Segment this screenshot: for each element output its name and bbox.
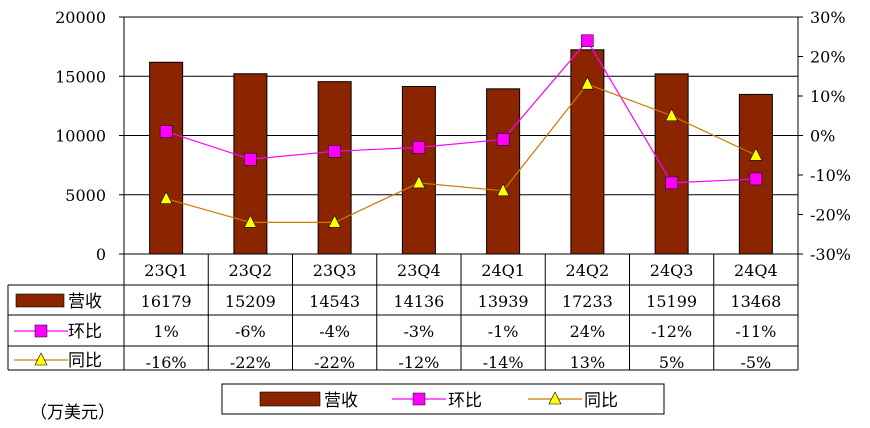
- data-label: -14%: [483, 353, 524, 372]
- data-label: 13%: [570, 353, 606, 372]
- point-同比-23Q2: [243, 214, 257, 228]
- y-right-tick-label: 30%: [810, 8, 846, 27]
- y-right-tick-label: 20%: [810, 48, 846, 67]
- data-label: 15209: [225, 292, 276, 311]
- point-同比-24Q4: [749, 147, 763, 161]
- point-环比-23Q1: [159, 125, 173, 138]
- data-label: 13939: [478, 292, 529, 311]
- data-label: -22%: [314, 353, 355, 372]
- y-right-tick-label: -10%: [810, 166, 851, 185]
- x-tick-label: 23Q3: [313, 261, 357, 280]
- y-left-tick-label: 10000: [55, 127, 106, 146]
- y-left-tick-label: 5000: [65, 186, 106, 205]
- x-tick-label: 24Q2: [566, 261, 610, 280]
- x-tick-label: 24Q1: [481, 261, 525, 280]
- bar-23Q1: [149, 61, 184, 255]
- data-label: -16%: [146, 353, 187, 372]
- legend-key-marker: [34, 324, 48, 338]
- x-tick-label: 23Q4: [397, 261, 441, 280]
- data-label: -4%: [319, 322, 350, 341]
- data-label: -22%: [230, 353, 271, 372]
- legend-key-marker: [34, 352, 48, 366]
- data-label: 13468: [730, 292, 781, 311]
- legend-key-bar: [15, 293, 65, 308]
- data-label: 14543: [309, 292, 360, 311]
- line-环比: [165, 39, 756, 184]
- data-label: 17233: [562, 292, 613, 311]
- data-label: -12%: [651, 322, 692, 341]
- point-同比-24Q1: [496, 183, 510, 197]
- y-left-tick-label: 0: [96, 245, 106, 264]
- bar-23Q4: [401, 85, 436, 255]
- x-tick-label: 24Q4: [734, 261, 778, 280]
- point-同比-24Q2: [580, 76, 594, 90]
- row-header: 环比: [68, 322, 102, 342]
- point-环比-24Q1: [496, 133, 510, 146]
- point-环比-23Q3: [328, 145, 341, 158]
- data-label: -5%: [740, 353, 771, 372]
- y-right-tick-label: 0%: [810, 127, 835, 146]
- bar-24Q1: [486, 88, 521, 255]
- y-right-tick-label: -20%: [810, 206, 851, 225]
- unit-note: （万美元）: [30, 403, 115, 423]
- legend-label: 同比: [584, 391, 618, 411]
- point-环比-23Q2: [244, 152, 257, 166]
- point-同比-23Q4: [412, 175, 426, 189]
- point-同比-23Q3: [328, 214, 342, 228]
- y-right-tick-label: -30%: [810, 245, 851, 264]
- legend-key-bar: [259, 391, 321, 407]
- legend-label: 营收: [324, 391, 358, 411]
- y-left-tick-label: 15000: [55, 67, 106, 86]
- legend-key-marker: [548, 391, 562, 405]
- data-label: -6%: [235, 322, 266, 341]
- point-环比-23Q4: [412, 141, 426, 154]
- point-环比-24Q2: [581, 34, 594, 47]
- data-label: -11%: [735, 322, 776, 341]
- data-label: -1%: [488, 322, 519, 341]
- row-header: 营收: [68, 292, 102, 312]
- data-label: -3%: [403, 322, 434, 341]
- line-同比: [165, 83, 757, 223]
- data-label: 1%: [153, 322, 178, 341]
- row-header: 同比: [68, 351, 102, 371]
- data-label: 15199: [646, 292, 697, 311]
- data-label: 5%: [659, 353, 684, 372]
- bar-23Q3: [317, 81, 352, 255]
- y-right-tick-label: 10%: [810, 87, 846, 106]
- x-tick-label: 23Q1: [144, 261, 188, 280]
- legend-label: 环比: [448, 391, 482, 411]
- data-label: 14136: [393, 292, 444, 311]
- x-tick-label: 23Q2: [229, 261, 273, 280]
- point-环比-24Q3: [665, 176, 678, 190]
- legend-key-marker: [412, 392, 426, 406]
- x-tick-label: 24Q3: [650, 261, 694, 280]
- data-label: -12%: [398, 353, 439, 372]
- point-同比-23Q1: [159, 191, 173, 204]
- data-label: 24%: [570, 322, 606, 341]
- data-label: 16179: [141, 292, 192, 311]
- point-同比-24Q3: [665, 108, 679, 122]
- y-left-tick-label: 20000: [55, 8, 106, 27]
- point-环比-24Q4: [749, 172, 763, 186]
